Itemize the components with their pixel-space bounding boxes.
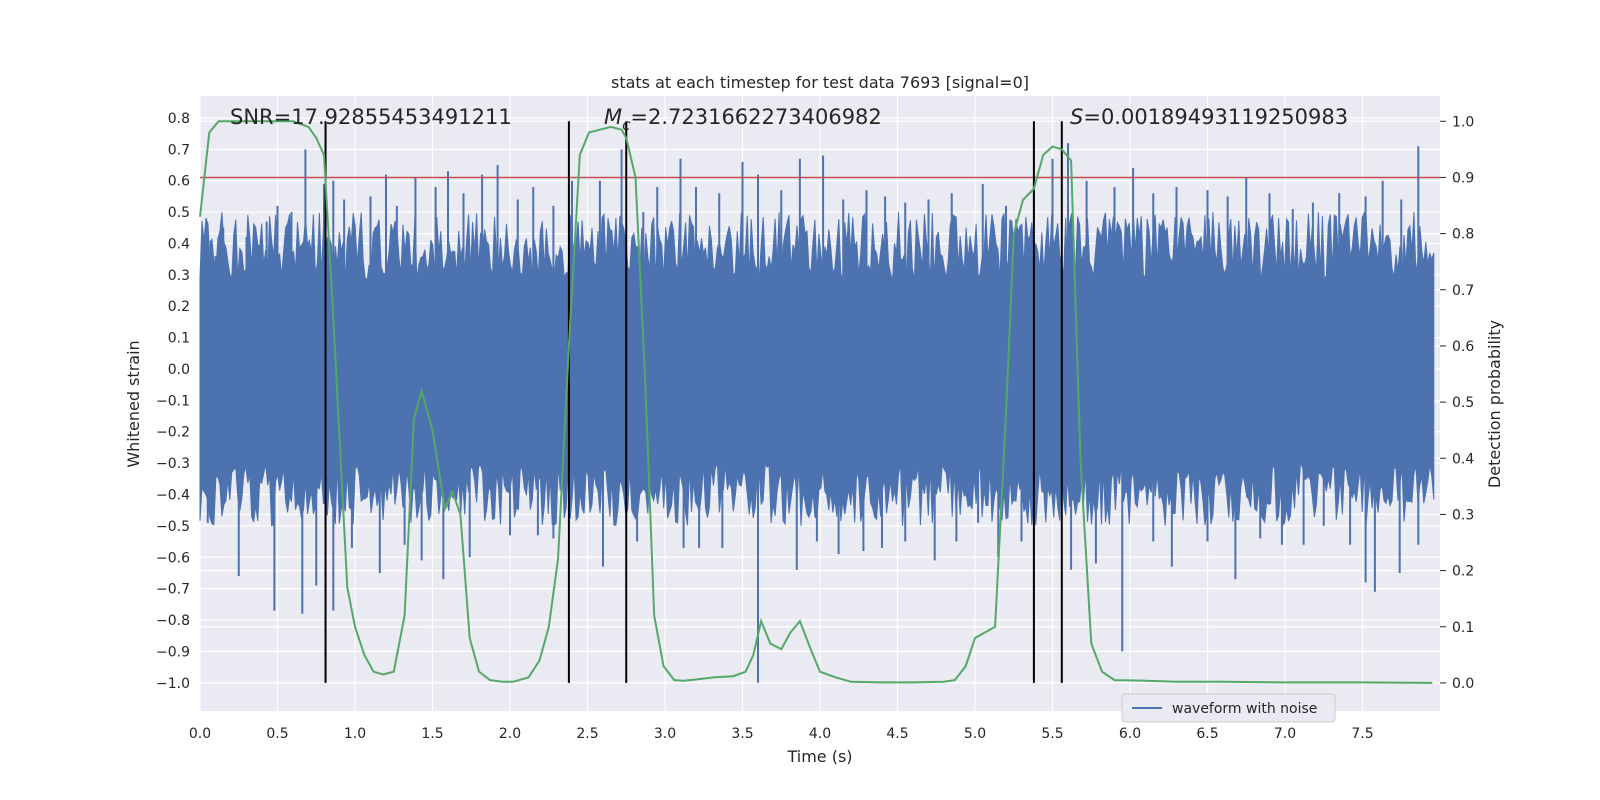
x-tick-label: 5.5 bbox=[1041, 726, 1063, 742]
x-axis-ticks: 0.0 0.5 1.0 1.5 2.0 2.5 3.0 3.5 4.0 4.5 5.0 5.5 6.0 6… bbox=[189, 726, 1374, 742]
legend-label: waveform with noise bbox=[1172, 701, 1317, 717]
y-tick-label: 0.7 bbox=[168, 142, 190, 158]
x-tick-label: 5.0 bbox=[964, 726, 986, 742]
y2-tick-label: 0.5 bbox=[1452, 395, 1474, 411]
y2-axis-label: Detection probability bbox=[1485, 320, 1504, 488]
snr-annotation: SNR=17.92855453491211 bbox=[230, 105, 512, 129]
y-tick-label: −0.8 bbox=[156, 613, 190, 629]
mc-subscript: c bbox=[622, 116, 631, 134]
s-value: =0.00189493119250983 bbox=[1083, 105, 1348, 129]
y-tick-label: −0.2 bbox=[156, 425, 190, 441]
x-tick-label: 2.0 bbox=[499, 726, 521, 742]
detection-probability-line bbox=[199, 120, 1433, 684]
y2-tick-label: 1.0 bbox=[1452, 114, 1474, 130]
s-annotation: S=0.00189493119250983 bbox=[1070, 105, 1348, 129]
legend-box bbox=[1121, 693, 1336, 723]
y-tick-label: 0.6 bbox=[168, 174, 190, 190]
s-symbol: S bbox=[1070, 105, 1083, 129]
x-tick-label: 7.5 bbox=[1351, 726, 1373, 742]
legend: waveform with noise bbox=[1121, 693, 1336, 723]
y-tick-label: 0.5 bbox=[168, 205, 190, 221]
x-tick-label: 6.5 bbox=[1196, 726, 1218, 742]
x-tick-label: 3.0 bbox=[654, 726, 676, 742]
y-tick-label: −0.4 bbox=[156, 487, 190, 503]
y2-tick-label: 0.9 bbox=[1452, 170, 1474, 186]
mc-value: =2.7231662273406982 bbox=[630, 105, 881, 129]
y2-tick-label: 0.2 bbox=[1452, 564, 1474, 580]
chart-title: stats at each timestep for test data 769… bbox=[611, 73, 1029, 92]
x-tick-label: 1.0 bbox=[344, 726, 366, 742]
y2-tick-label: 0.4 bbox=[1452, 451, 1474, 467]
x-tick-label: 0.5 bbox=[266, 726, 288, 742]
y2-tick-label: 0.3 bbox=[1452, 507, 1474, 523]
y-axis-label: Whitened strain bbox=[124, 340, 143, 467]
y-tick-label: 0.4 bbox=[168, 236, 190, 252]
y2-tick-label: 0.1 bbox=[1452, 620, 1474, 636]
y2-tick-label: 0.6 bbox=[1452, 339, 1474, 355]
mc-annotation: Mc=2.7231662273406982 bbox=[604, 105, 882, 134]
y-tick-label: 0.8 bbox=[168, 111, 190, 127]
y2-tick-label: 0.8 bbox=[1452, 227, 1474, 243]
x-tick-label: 3.5 bbox=[731, 726, 753, 742]
x-tick-label: 2.5 bbox=[576, 726, 598, 742]
x-axis-label: Time (s) bbox=[786, 747, 852, 766]
y-tick-label: −0.5 bbox=[156, 519, 190, 535]
y-tick-label: −0.9 bbox=[156, 644, 190, 660]
x-tick-label: 0.0 bbox=[189, 726, 211, 742]
y-tick-label: 0.0 bbox=[168, 362, 190, 378]
y-tick-label: −0.7 bbox=[156, 582, 190, 598]
right-axis-ticks: 1.0 0.9 0.8 0.7 0.6 0.5 0.4 0.3 0.2 0.1 0.0 bbox=[1440, 114, 1474, 692]
y-tick-label: 0.1 bbox=[168, 331, 190, 347]
x-tick-label: 4.5 bbox=[886, 726, 908, 742]
y-tick-label: 0.2 bbox=[168, 299, 190, 315]
y2-tick-label: 0.7 bbox=[1452, 283, 1474, 299]
x-tick-label: 7.0 bbox=[1274, 726, 1296, 742]
y-tick-label: 0.3 bbox=[168, 268, 190, 284]
left-axis-ticks: 0.8 0.7 0.6 0.5 0.4 0.3 0.2 0.1 0.0 −0.1 −0.2 −0.3 −… bbox=[156, 111, 190, 692]
vertical-markers bbox=[324, 121, 1063, 683]
x-tick-label: 1.5 bbox=[421, 726, 443, 742]
y-tick-label: −1.0 bbox=[156, 676, 190, 692]
mc-symbol: M bbox=[604, 105, 622, 129]
y-tick-label: −0.6 bbox=[156, 550, 190, 566]
waveform-series bbox=[199, 211, 1435, 527]
y-tick-label: −0.3 bbox=[156, 456, 190, 472]
x-tick-label: 6.0 bbox=[1119, 726, 1141, 742]
x-tick-label: 4.0 bbox=[809, 726, 831, 742]
y-tick-label: −0.1 bbox=[156, 393, 190, 409]
y2-tick-label: 0.0 bbox=[1452, 676, 1474, 692]
waveform-spikes bbox=[206, 143, 1420, 683]
